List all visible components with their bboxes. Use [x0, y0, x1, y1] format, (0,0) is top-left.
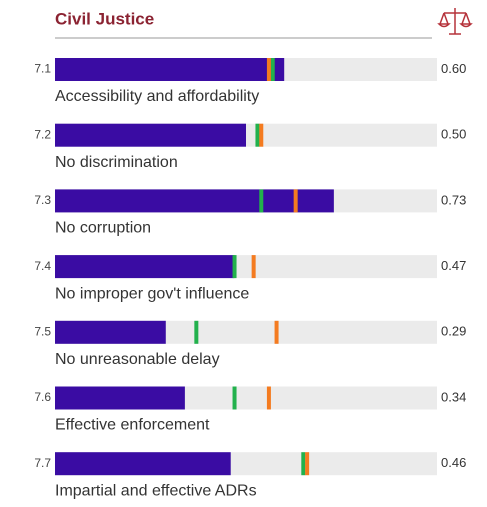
- value-label: 0.47: [441, 258, 466, 273]
- bar: [55, 58, 285, 81]
- chart-title: Civil Justice: [55, 9, 154, 28]
- bar: [55, 452, 231, 476]
- value-label: 0.50: [441, 127, 466, 142]
- row-code: 7.5: [34, 324, 51, 338]
- row-label: No unreasonable delay: [55, 351, 220, 368]
- marker: [259, 123, 264, 147]
- marker: [293, 189, 298, 213]
- row-label: No improper gov't influence: [55, 285, 249, 302]
- row-code: 7.4: [34, 259, 51, 273]
- marker: [301, 452, 306, 476]
- value-label: 0.34: [441, 389, 466, 404]
- value-label: 0.46: [441, 455, 466, 470]
- marker: [305, 452, 310, 476]
- marker: [232, 255, 237, 279]
- value-label: 0.60: [441, 61, 466, 76]
- row-label: Accessibility and affordability: [55, 88, 259, 105]
- marker: [266, 386, 271, 410]
- bar: [55, 189, 334, 213]
- bar: [55, 386, 185, 410]
- marker: [266, 58, 271, 81]
- row-code: 7.3: [34, 193, 51, 207]
- marker: [194, 320, 199, 344]
- marker: [232, 386, 237, 410]
- row-label: Impartial and effective ADRs: [55, 482, 257, 499]
- marker: [255, 123, 260, 147]
- marker: [274, 320, 279, 344]
- row-code: 7.6: [34, 390, 51, 404]
- row-code: 7.1: [34, 62, 51, 76]
- row-label: No corruption: [55, 220, 151, 237]
- row-code: 7.7: [34, 456, 51, 470]
- marker: [251, 255, 256, 279]
- row-code: 7.2: [34, 127, 51, 141]
- value-label: 0.29: [441, 324, 466, 339]
- marker: [259, 189, 264, 213]
- marker: [270, 58, 275, 81]
- scale-icon: [437, 8, 473, 35]
- bar: [55, 320, 166, 344]
- row-label: Effective enforcement: [55, 417, 210, 434]
- row-label: No discrimination: [55, 154, 178, 171]
- bar: [55, 255, 235, 279]
- value-label: 0.73: [441, 192, 466, 207]
- bar: [55, 123, 246, 147]
